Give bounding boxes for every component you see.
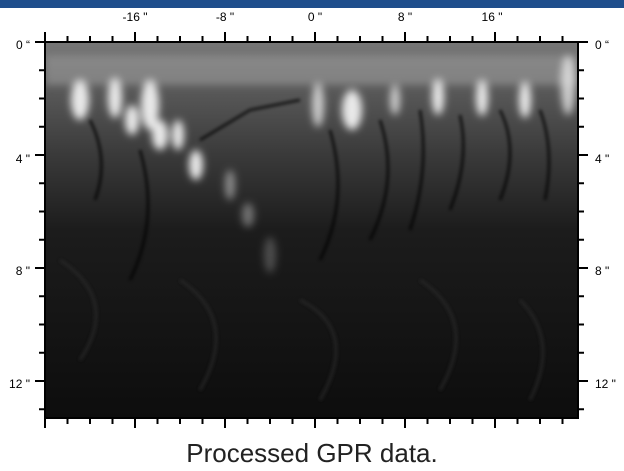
y-tick-label: 8 " — [595, 264, 609, 278]
y-tick-label: 0 “ — [16, 38, 30, 52]
y-tick-label: 12 " — [9, 377, 30, 391]
radargram — [45, 42, 578, 418]
caption: Processed GPR data. — [186, 438, 437, 468]
plot-frame — [44, 41, 579, 419]
x-tick-label: 0 " — [308, 10, 322, 24]
x-tick-label: -16 " — [123, 10, 148, 24]
y-tick-label: 12 " — [595, 377, 616, 391]
x-tick-label: 8 " — [398, 10, 412, 24]
y-tick-label: 0 “ — [595, 38, 609, 52]
top-bar — [0, 0, 624, 8]
ticks — [35, 32, 588, 428]
y-tick-label: 4 " — [595, 152, 609, 166]
y-tick-label: 4 " — [16, 152, 30, 166]
y-tick-label: 8 " — [16, 264, 30, 278]
x-tick-label: 16 " — [482, 10, 503, 24]
x-tick-label: -8 " — [216, 10, 234, 24]
